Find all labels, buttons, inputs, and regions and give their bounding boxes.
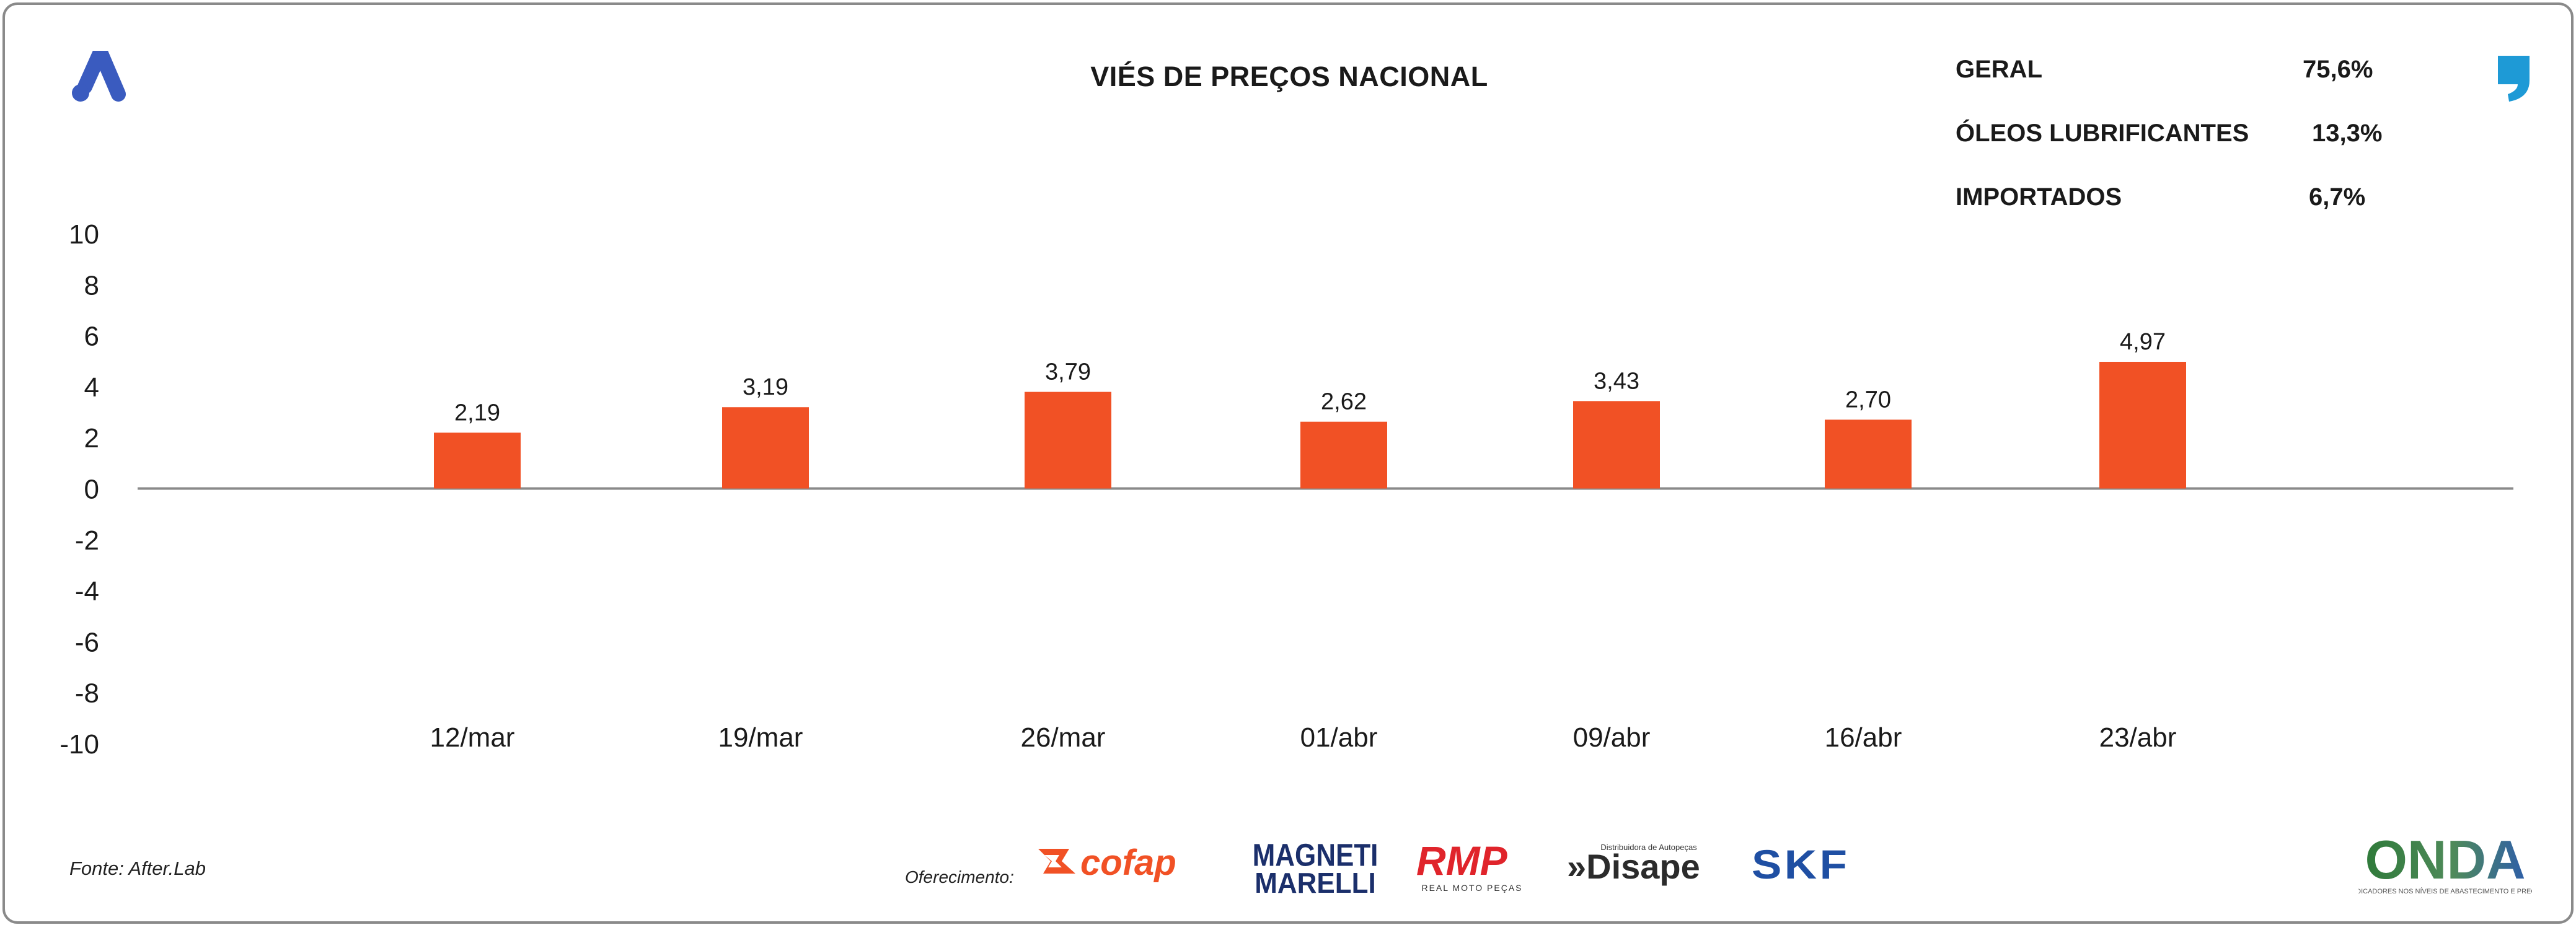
sponsor-logo-disape: Distribuidora de Autopeças »Disape <box>1562 830 1729 898</box>
stat-row-importados: IMPORTADOS 6,7% <box>1956 183 2402 247</box>
y-tick-label: -8 <box>75 678 99 709</box>
y-tick-label: 10 <box>69 219 99 250</box>
disape-logo-icon: Distribuidora de Autopeças »Disape <box>1567 843 1700 886</box>
bar <box>1300 421 1387 489</box>
stat-value: 75,6% <box>2303 56 2373 83</box>
sponsor-name-line1: MAGNETI <box>1253 838 1378 874</box>
stat-value: 6,7% <box>2309 183 2366 211</box>
x-tick-label: 01/abr <box>1300 722 1378 753</box>
sponsor-name: RMP <box>1416 838 1508 883</box>
stats-panel: GERAL 75,6% ÓLEOS LUBRIFICANTES 13,3% IM… <box>1956 56 2402 247</box>
x-tick-label: 19/mar <box>718 722 803 753</box>
stat-label: ÓLEOS LUBRIFICANTES <box>1956 120 2249 147</box>
stat-value: 13,3% <box>2312 120 2383 147</box>
sponsor-subtext: REAL MOTO PEÇAS <box>1421 883 1522 893</box>
bar <box>2099 361 2186 489</box>
chart-title: VIÉS DE PREÇOS NACIONAL <box>1090 61 1488 92</box>
bar-value-label: 4,97 <box>2120 329 2166 355</box>
sponsor-logo-magneti-marelli: MAGNETI MARELLI <box>1249 830 1382 898</box>
y-tick-label: 2 <box>84 423 99 454</box>
bar <box>722 407 809 489</box>
sponsor-label: Oferecimento: <box>905 867 1014 887</box>
bar-value-label: 3,79 <box>1045 359 1091 385</box>
x-tick-label: 12/mar <box>430 722 515 753</box>
partner-subtext: INDICADORES NOS NÍVEIS DE ABASTECIMENTO … <box>2358 887 2532 895</box>
bar-chart: 10 8 6 4 2 0 -2 -4 -6 -8 -10 2,19 12/mar 3,19 19/mar 3,… <box>60 219 2513 760</box>
sponsor-name: cofap <box>1080 843 1176 883</box>
x-tick-label: 23/abr <box>2099 722 2177 753</box>
stat-row-oleos: ÓLEOS LUBRIFICANTES 13,3% <box>1956 120 2402 183</box>
bar <box>434 432 521 489</box>
y-tick-label: 8 <box>84 270 99 300</box>
after-lab-logo-icon <box>72 51 126 102</box>
sponsor-name: »Disape <box>1567 847 1700 886</box>
skf-logo-icon: SKF <box>1752 841 1850 887</box>
cofap-logo-icon: cofap <box>1038 843 1176 883</box>
magneti-marelli-logo-icon: MAGNETI MARELLI <box>1253 838 1378 898</box>
bar-value-label: 3,19 <box>743 374 788 400</box>
stat-label: GERAL <box>1956 56 2042 83</box>
onda-logo-icon: ONDA INDICADORES NOS NÍVEIS DE ABASTECIM… <box>2358 829 2532 895</box>
sponsor-name-line2: MARELLI <box>1255 867 1376 898</box>
bar-value-label: 2,62 <box>1321 389 1367 415</box>
source-note: Fonte: After.Lab <box>69 857 206 879</box>
y-tick-label: 6 <box>84 322 99 352</box>
x-tick-label: 16/abr <box>1825 722 1902 753</box>
sponsor-logo-rmp: RMP REAL MOTO PEÇAS <box>1410 830 1543 898</box>
sponsor-logo-skf: SKF <box>1745 830 1894 898</box>
sponsor-name: SKF <box>1752 841 1850 887</box>
partner-name: ONDA <box>2365 829 2525 890</box>
bar <box>1025 392 1111 489</box>
stat-label: IMPORTADOS <box>1956 183 2122 211</box>
bar <box>1825 419 1912 489</box>
rmp-logo-icon: RMP REAL MOTO PEÇAS <box>1416 838 1522 893</box>
sponsor-logo-cofap: cofap <box>1032 830 1230 898</box>
quote-mark-icon <box>2498 56 2530 102</box>
bar-value-label: 2,19 <box>454 400 500 426</box>
y-tick-label: 4 <box>84 372 99 403</box>
y-tick-label: -10 <box>60 729 99 760</box>
bar-value-label: 2,70 <box>1845 387 1891 413</box>
bar-value-label: 3,43 <box>1594 368 1639 394</box>
x-tick-label: 26/mar <box>1021 722 1106 753</box>
stat-row-geral: GERAL 75,6% <box>1956 56 2402 120</box>
x-tick-label: 09/abr <box>1573 722 1651 753</box>
bar <box>1573 401 1660 489</box>
y-tick-label: -4 <box>75 576 99 607</box>
y-tick-label: -6 <box>75 627 99 657</box>
sponsor-subtext: Distribuidora de Autopeças <box>1600 843 1697 852</box>
y-tick-label: -2 <box>75 525 99 556</box>
y-tick-label: 0 <box>84 475 99 505</box>
